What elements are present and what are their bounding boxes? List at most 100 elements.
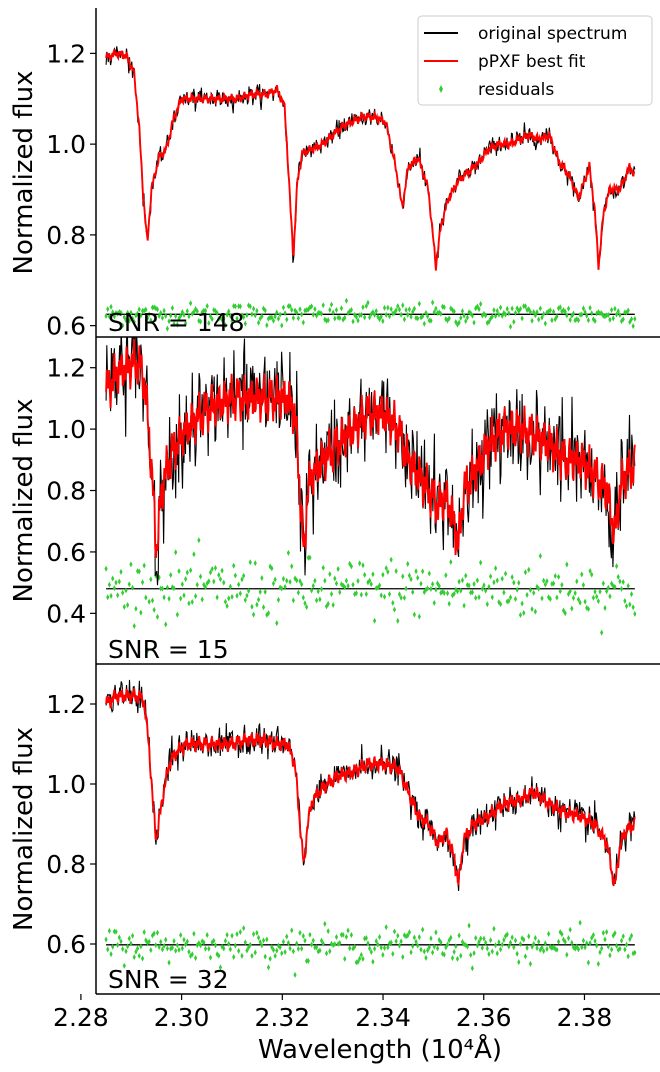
residual-point <box>512 318 516 325</box>
y-axis-label: Normalized flux <box>9 399 39 603</box>
residual-point <box>293 971 297 978</box>
residual-point <box>248 559 252 566</box>
residual-point <box>371 571 375 578</box>
residual-point <box>203 945 208 952</box>
residual-point <box>608 316 612 323</box>
residual-point <box>590 310 594 317</box>
x-tick-label: 2.38 <box>557 1003 613 1032</box>
residual-point <box>447 315 451 322</box>
residual-point <box>288 303 292 310</box>
residual-point <box>460 308 465 315</box>
residual-point <box>429 317 433 324</box>
residual-point <box>407 572 411 579</box>
residual-point <box>371 309 375 316</box>
residual-point <box>310 587 314 594</box>
residual-point <box>550 317 554 324</box>
residual-point <box>459 952 463 959</box>
residual-point <box>356 317 360 324</box>
residual-point <box>127 317 131 324</box>
residual-point <box>558 304 562 311</box>
residual-point <box>595 942 599 949</box>
residual-point <box>288 945 292 952</box>
residual-point <box>424 954 428 961</box>
y-tick-label: 0.6 <box>46 930 86 959</box>
residual-point <box>530 606 534 613</box>
residual-point <box>482 582 486 589</box>
residual-point <box>160 585 165 592</box>
residual-point <box>177 568 181 575</box>
residual-point <box>308 554 312 561</box>
residual-point <box>396 932 400 939</box>
residual-point <box>189 300 193 307</box>
residual-point <box>431 299 435 306</box>
residual-point <box>626 582 630 589</box>
residual-point <box>363 314 367 321</box>
residual-point <box>172 320 176 327</box>
y-tick-label: 1.2 <box>46 690 86 719</box>
residual-point <box>162 942 166 949</box>
residual-point <box>614 563 619 570</box>
residual-point <box>525 591 529 598</box>
residual-point <box>432 943 436 950</box>
residual-point <box>523 569 528 576</box>
residual-point <box>323 316 327 323</box>
residual-point <box>414 938 418 945</box>
x-tick-label: 2.28 <box>53 1003 109 1032</box>
residual-point <box>155 306 160 313</box>
residual-point <box>195 308 199 315</box>
residual-point <box>207 945 211 952</box>
residual-point <box>306 957 310 964</box>
residual-point <box>132 622 136 629</box>
residual-point <box>192 930 196 937</box>
residual-point <box>343 955 347 962</box>
residual-point <box>523 303 528 310</box>
residual-point <box>563 610 567 617</box>
residual-point <box>487 318 491 325</box>
residual-point <box>417 613 421 620</box>
residual-point <box>459 314 463 321</box>
residual-point <box>185 308 189 315</box>
residual-point <box>286 939 290 946</box>
residual-point <box>243 597 247 604</box>
residual-point <box>480 944 484 951</box>
residual-point <box>588 940 592 947</box>
residual-point <box>394 938 398 945</box>
residual-point <box>165 325 169 332</box>
residual-point <box>217 572 221 579</box>
residual-point <box>298 929 302 936</box>
residual-point <box>513 309 518 316</box>
residual-point <box>372 311 377 318</box>
residual-point <box>421 313 425 320</box>
residual-point <box>386 944 390 951</box>
residual-point <box>547 308 551 315</box>
residual-point <box>454 943 458 950</box>
residual-point <box>230 317 234 324</box>
residual-point <box>384 565 388 572</box>
residual-point <box>528 960 532 967</box>
residual-point <box>477 594 481 601</box>
residual-point <box>397 591 402 598</box>
residual-point <box>598 310 602 317</box>
y-tick-label: 1.0 <box>46 770 86 799</box>
residual-point <box>507 597 511 604</box>
residual-point <box>424 309 428 316</box>
residual-point <box>140 579 145 586</box>
residual-point <box>300 581 304 588</box>
residual-point <box>296 945 300 952</box>
residual-point <box>107 313 111 320</box>
residual-point <box>399 938 403 945</box>
residual-point <box>376 941 380 948</box>
residual-point <box>124 587 128 594</box>
residual-point <box>450 955 455 962</box>
residual-point <box>271 580 276 587</box>
residual-point <box>167 595 171 602</box>
residual-point <box>114 579 118 586</box>
residual-point <box>144 306 148 313</box>
residual-point <box>381 951 385 958</box>
residual-point <box>333 575 337 582</box>
plot-area <box>104 46 637 332</box>
residual-point <box>503 311 508 318</box>
residual-point <box>314 944 319 951</box>
residual-point <box>498 601 503 608</box>
